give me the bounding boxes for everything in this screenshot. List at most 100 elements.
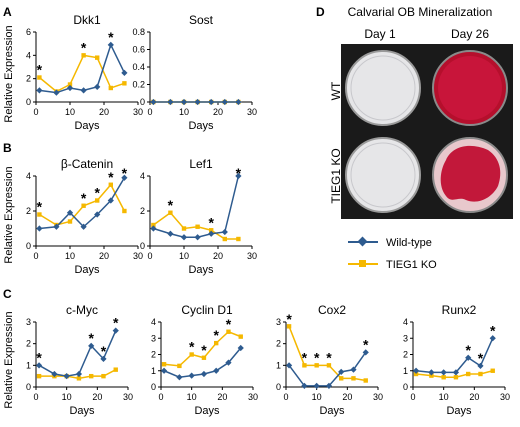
data-point-wildtype [313,382,320,390]
y-tick-label: 2 [26,339,31,349]
x-axis-label: Days [74,120,100,132]
y-tick-label: 0.2 [132,80,145,90]
significance-star: * [286,311,292,327]
data-point-ko [238,334,243,339]
x-tick-label: 0 [33,107,38,117]
mineralization-photo-panel: Calvarial OB Mineralization Day 1 Day 26… [329,5,513,219]
y-tick-label: 4 [26,171,31,181]
data-point-wildtype [180,98,188,106]
data-point-ko [108,182,113,187]
significance-star: * [490,322,496,338]
well-wt-day26-stain [438,56,502,120]
data-point-wildtype [235,98,242,106]
data-point-wildtype [428,369,435,376]
significance-star: * [226,316,232,332]
data-point-wildtype [150,98,157,106]
x-axis-label: Days [74,264,100,276]
data-point-ko [286,324,292,329]
data-point-ko [89,373,94,379]
significance-star: * [208,214,214,230]
data-point-wildtype [80,87,87,94]
data-point-wildtype [362,349,369,356]
significance-star: * [201,342,207,358]
data-point-ko [181,226,187,231]
x-axis-label: Days [69,405,95,417]
chart-title: β-Catenin [61,157,113,171]
data-point-ko [113,367,118,372]
y-tick-label: 4 [26,50,31,60]
data-point-ko [151,222,156,228]
data-point-wildtype [477,362,484,369]
data-point-ko [441,375,446,380]
data-point-wildtype [94,83,101,90]
data-point-ko [101,373,106,379]
x-tick-label: 30 [500,392,510,402]
data-point-wildtype [188,372,195,379]
panel-label-c: C [3,287,12,301]
x-tick-label: 0 [33,392,38,402]
data-point-wildtype [350,366,357,373]
data-point-wildtype [208,230,215,237]
data-point-wildtype [107,41,114,48]
y-axis-label-c: Relative Expression [3,311,15,408]
data-point-wildtype [221,98,228,106]
y-tick-label: 1 [26,360,31,370]
photo-col-label-day1: Day 1 [364,27,396,41]
data-point-wildtype [325,382,333,390]
y-tick-label: 2 [403,350,408,360]
data-point-wildtype [36,225,43,232]
y-tick-label: 2 [276,339,281,349]
significance-star: * [478,350,484,366]
x-tick-label: 20 [217,392,227,402]
y-tick-label: 2 [26,206,31,216]
x-axis-label: Days [319,405,345,417]
data-point-wildtype [338,368,345,375]
y-tick-label: 4 [403,317,408,327]
chart-title: Dkk1 [73,13,101,27]
data-point-ko [339,376,344,381]
data-point-ko [351,376,356,381]
x-tick-label: 10 [179,251,189,261]
significance-star: * [108,169,114,185]
chart-title: Sost [189,13,214,27]
significance-star: * [37,199,43,215]
significance-star: * [236,165,242,181]
chart-title: Lef1 [189,157,213,171]
y-tick-label: 1 [151,366,156,376]
data-point-ko [453,375,459,380]
data-point-wildtype [221,228,228,236]
data-point-wildtype [200,370,208,378]
y-tick-label: 2 [151,350,156,360]
x-tick-label: 20 [92,392,102,402]
significance-star: * [108,29,114,45]
legend-label-ko: TIEG1 KO [386,259,437,271]
x-tick-label: 10 [187,392,197,402]
data-point-wildtype [107,197,114,204]
data-point-ko [195,224,200,229]
photo-panel-title: Calvarial OB Mineralization [348,5,493,19]
data-point-ko [214,340,219,346]
photo-row-label-ko: TIEG1 KO [329,148,343,203]
x-tick-label: 0 [283,392,288,402]
data-point-ko [326,363,332,368]
x-tick-label: 10 [312,392,322,402]
legend-label-wildtype: Wild-type [386,237,432,249]
y-tick-label: 0 [151,382,156,392]
x-tick-label: 20 [213,107,223,117]
data-point-wildtype [53,89,60,96]
data-point-wildtype [53,223,60,230]
well-wt-day1 [345,50,421,126]
y-axis-label-a: Relative Expression [3,25,15,122]
y-tick-label: 0 [26,241,31,251]
well-ko-day1 [345,137,421,213]
data-point-wildtype [194,98,201,106]
x-tick-label: 30 [123,392,133,402]
y-tick-label: 2 [140,206,145,216]
data-point-ko [209,228,214,233]
x-axis-label: Days [188,264,214,276]
y-tick-label: 0.4 [132,62,145,72]
x-tick-label: 20 [213,251,223,261]
